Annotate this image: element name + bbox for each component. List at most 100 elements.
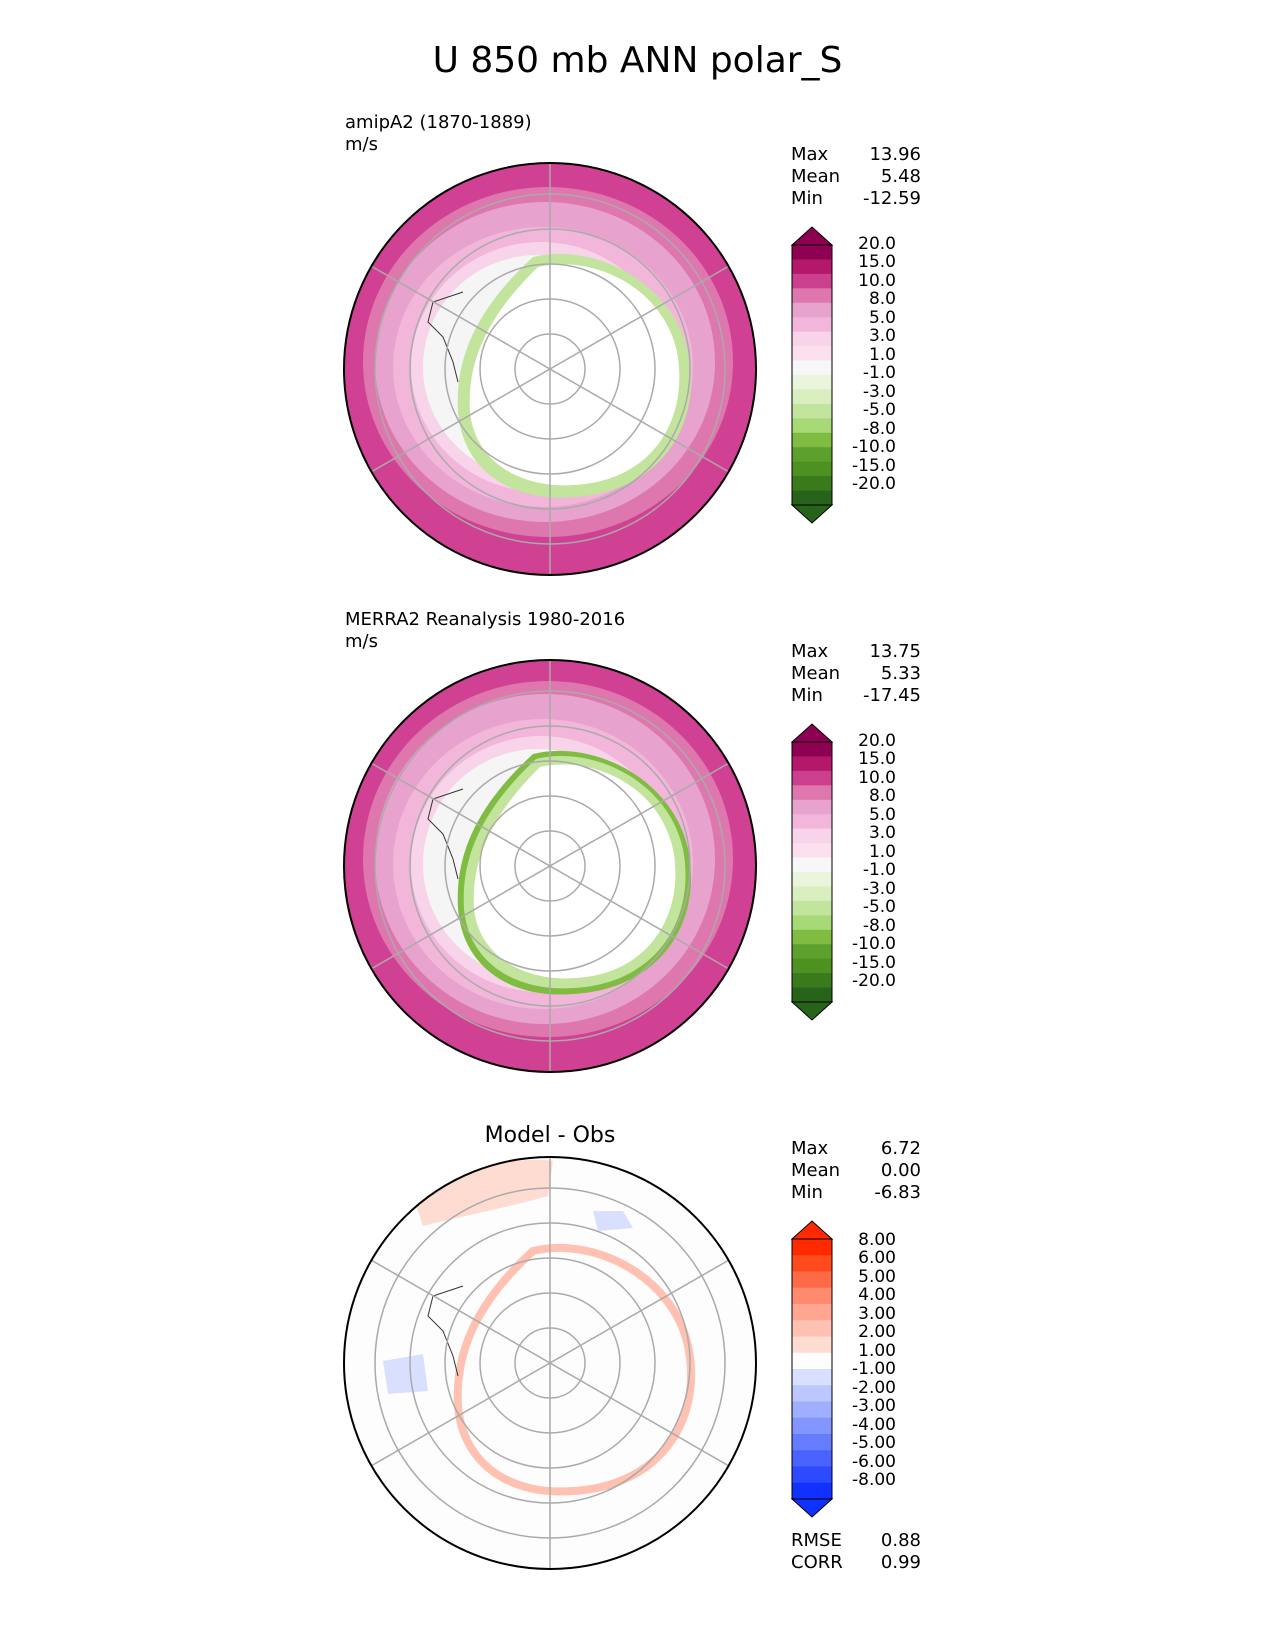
colorbar-tick-label: -4.00	[852, 1414, 896, 1435]
colorbar-extend-bottom	[790, 504, 834, 524]
panel-3-extra-stats: RMSE 0.88 CORR 0.99	[791, 1530, 921, 1574]
colorbar-tick-label: -5.0	[862, 897, 896, 918]
colorbar-segment	[792, 886, 832, 902]
panel-2-colorbar-labels: 20.0 15.0 10.0 8.0 5.0 3.0 1.0 -1.0 -3.0 -5.0 -8.0…	[836, 733, 896, 990]
colorbar-segment	[792, 1255, 832, 1272]
panel-2-name: MERRA2 Reanalysis 1980-2016	[345, 609, 626, 630]
colorbar-segment	[792, 288, 832, 304]
colorbar-segment	[792, 302, 832, 318]
colorbar-extend-bottom	[790, 1001, 834, 1021]
colorbar-segment	[792, 1320, 832, 1337]
colorbar-tick-label: -10.0	[852, 437, 896, 458]
mean-label: Mean	[791, 166, 841, 187]
colorbar-segment	[792, 461, 832, 477]
panel-1-label: amipA2 (1870-1889) m/s	[345, 112, 532, 156]
corr-label: CORR	[791, 1552, 843, 1573]
figure-title: U 850 mb ANN polar_S	[432, 40, 843, 81]
colorbar-tick-label: 15.0	[858, 749, 896, 770]
colorbar-border	[791, 1238, 833, 1500]
corr-value: 0.99	[880, 1552, 921, 1573]
colorbar-segment	[792, 944, 832, 960]
colorbar-segment	[792, 1239, 832, 1256]
colorbar-tick-label: -2.00	[852, 1377, 896, 1398]
colorbar-segment	[792, 403, 832, 419]
colorbar-segment	[792, 389, 832, 405]
colorbar-segment	[792, 1271, 832, 1289]
colorbar-segment	[792, 317, 832, 333]
colorbar-tick-label: -15.0	[852, 952, 896, 973]
colorbar-segment	[792, 915, 832, 931]
max-label: Max	[791, 1138, 829, 1159]
colorbar-tick-label: -20.0	[852, 474, 896, 494]
colorbar-tick-label: -20.0	[852, 971, 896, 991]
panel-3-map	[343, 1156, 757, 1570]
colorbar-border	[791, 741, 833, 1003]
colorbar-tick-label: -3.00	[852, 1396, 896, 1417]
colorbar-segment	[792, 1385, 832, 1402]
colorbar-segment	[792, 245, 832, 260]
colorbar-segment	[792, 1336, 832, 1354]
colorbar-segment	[792, 490, 832, 506]
panel-2-map	[343, 659, 757, 1073]
colorbar-tick-label: -5.0	[862, 400, 896, 421]
colorbar-tick-label: 5.00	[858, 1266, 896, 1287]
colorbar-segment	[792, 1417, 832, 1435]
max-value: 6.72	[880, 1138, 921, 1159]
colorbar-segment	[792, 375, 832, 390]
colorbar-segment	[792, 447, 832, 463]
colorbar-segment	[792, 987, 832, 1003]
colorbar-tick-label: 1.0	[868, 344, 896, 365]
max-label: Max	[791, 641, 829, 662]
colorbar-tick-label: 1.00	[858, 1340, 896, 1361]
colorbar-segment	[792, 742, 832, 757]
colorbar-segment	[792, 900, 832, 916]
colorbar-segment	[792, 1434, 832, 1451]
colorbar-tick-label: -5.00	[852, 1433, 896, 1454]
mean-value: 0.00	[880, 1160, 921, 1181]
colorbar-segment	[792, 799, 832, 815]
panel-1-colorbar-labels: 20.0 15.0 10.0 8.0 5.0 3.0 1.0 -1.0 -3.0 -5.0 -8.0…	[836, 236, 896, 493]
colorbar-segment	[792, 418, 832, 434]
min-label: Min	[791, 685, 823, 706]
colorbar-segment	[792, 1369, 832, 1386]
colorbar-segment	[792, 843, 832, 859]
panel-2-colorbar	[790, 723, 834, 1021]
colorbar-segment	[792, 360, 832, 376]
min-value: -17.45	[862, 685, 921, 706]
panel-3-colorbar	[790, 1220, 834, 1518]
colorbar-segment	[792, 1401, 832, 1419]
colorbar-segment	[792, 814, 832, 830]
colorbar-segment	[792, 1304, 832, 1321]
colorbar-segment	[792, 828, 832, 844]
colorbar-tick-label: 20.0	[858, 234, 896, 254]
colorbar-tick-label: 6.00	[858, 1248, 896, 1269]
mean-label: Mean	[791, 1160, 841, 1181]
panel-3-title: Model - Obs	[484, 1123, 616, 1148]
colorbar-segment	[792, 1450, 832, 1467]
panel-1-units: m/s	[345, 134, 378, 155]
colorbar-tick-label: 10.0	[858, 270, 896, 291]
panel-1-map	[343, 162, 757, 576]
colorbar-segment	[792, 857, 832, 873]
colorbar-tick-label: 1.0	[868, 841, 896, 862]
colorbar-segment	[792, 872, 832, 887]
min-value: -12.59	[862, 188, 921, 209]
colorbar-segment	[792, 1466, 832, 1484]
colorbar-tick-label: -15.0	[852, 455, 896, 476]
rmse-value: 0.88	[880, 1530, 921, 1551]
colorbar-tick-label: -1.0	[862, 363, 896, 384]
colorbar-tick-label: -3.0	[862, 381, 896, 402]
colorbar-segment	[792, 331, 832, 347]
colorbar-segment	[792, 273, 832, 289]
colorbar-segment	[792, 929, 832, 945]
colorbar-segment	[792, 346, 832, 362]
colorbar-extend-bottom	[790, 1498, 834, 1518]
colorbar-tick-label: 10.0	[858, 767, 896, 788]
colorbar-tick-label: -8.0	[862, 915, 896, 936]
colorbar-segment	[792, 1287, 832, 1305]
colorbar-tick-label: 8.0	[868, 786, 896, 807]
colorbar-segment	[792, 770, 832, 786]
colorbar-tick-label: 8.0	[868, 289, 896, 310]
colorbar-tick-label: 3.0	[868, 326, 896, 347]
rmse-label: RMSE	[791, 1530, 842, 1551]
